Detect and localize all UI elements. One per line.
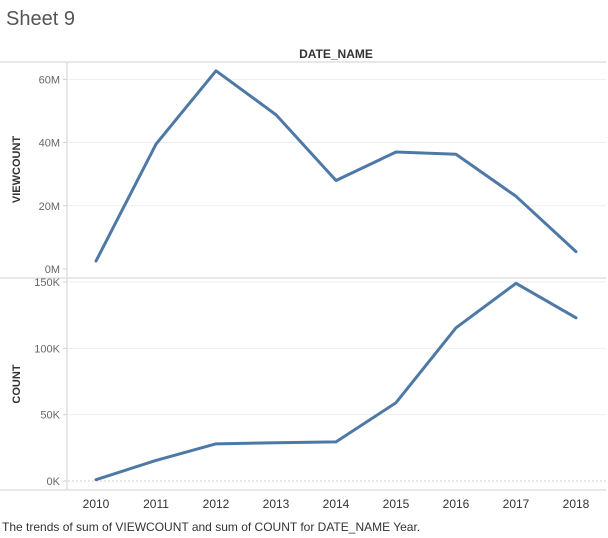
x-tick-label: 2016 <box>443 497 470 511</box>
y-tick-label: 20M <box>39 201 60 213</box>
x-tick-label: 2014 <box>323 497 350 511</box>
pane-count: 0K 50K 100K 150K COUNT <box>0 277 606 490</box>
y-tick-label: 60M <box>39 74 60 86</box>
x-tick-label: 2015 <box>383 497 410 511</box>
x-tick-label: 2011 <box>143 497 169 511</box>
x-tick-label: 2012 <box>203 497 230 511</box>
y-tick-label: 150K <box>34 277 60 289</box>
y-tick-label: 40M <box>39 138 60 150</box>
x-tick-label: 2018 <box>563 497 590 511</box>
chart-panes: 0M 20M 40M 60M VIEWCOUNT 0K 50K 100K 150K COUNT <box>0 61 606 490</box>
x-tick-label: 2013 <box>263 497 290 511</box>
y-tick-label: 50K <box>40 410 60 422</box>
series-line-count <box>94 281 578 482</box>
y-tick-label: 100K <box>34 343 60 355</box>
y-tick-label: 0K <box>47 476 61 488</box>
x-tick-label: 2017 <box>503 497 530 511</box>
x-tick-label: 2010 <box>83 497 110 511</box>
line-chart: DATE_NAME 0M 20M 40M 60M VIEWCOUNT 0K 50K 100K 1… <box>0 47 606 511</box>
sheet-title: Sheet 9 <box>6 8 75 30</box>
series-line-viewcount <box>94 69 578 263</box>
y-axis-label: COUNT <box>11 364 23 403</box>
column-header: DATE_NAME <box>299 47 373 61</box>
y-axis-label: VIEWCOUNT <box>11 136 23 204</box>
x-axis: 2010 2011 2012 2013 2014 2015 2016 2017 2018 <box>0 489 606 511</box>
y-tick-label: 0M <box>45 264 60 276</box>
chart-caption: The trends of sum of VIEWCOUNT and sum o… <box>2 520 421 534</box>
pane-viewcount: 0M 20M 40M 60M VIEWCOUNT <box>0 61 606 277</box>
